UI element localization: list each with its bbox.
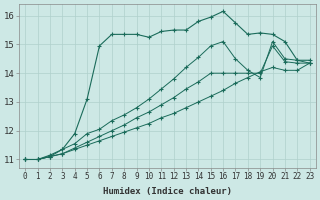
X-axis label: Humidex (Indice chaleur): Humidex (Indice chaleur) (103, 187, 232, 196)
